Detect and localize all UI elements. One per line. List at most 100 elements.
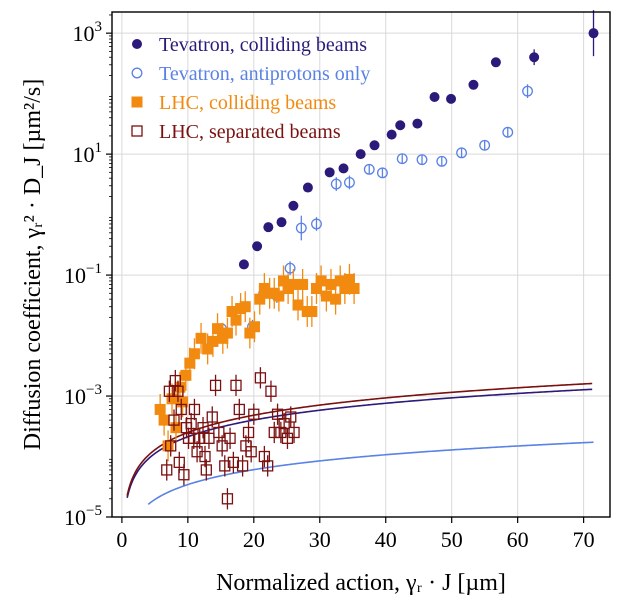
data-point bbox=[490, 57, 501, 68]
data-point bbox=[297, 278, 309, 290]
data-point bbox=[209, 379, 222, 392]
x-tick-label: 50 bbox=[441, 527, 463, 552]
data-point bbox=[200, 464, 212, 476]
data-point bbox=[325, 278, 337, 290]
legend-label: LHC, separated beams bbox=[159, 121, 341, 143]
data-point bbox=[343, 273, 355, 285]
data-point bbox=[588, 28, 599, 39]
data-point bbox=[330, 178, 342, 190]
data-point bbox=[131, 125, 143, 137]
data-point bbox=[456, 147, 468, 159]
data-point bbox=[416, 154, 428, 166]
data-point bbox=[221, 493, 234, 505]
data-point bbox=[273, 290, 285, 302]
data-point bbox=[162, 440, 174, 452]
data-point bbox=[263, 222, 274, 233]
data-point bbox=[315, 275, 327, 287]
data-point bbox=[236, 460, 249, 472]
data-point bbox=[292, 299, 304, 311]
model-curve bbox=[126, 388, 593, 498]
data-point bbox=[276, 217, 287, 228]
legend-label: LHC, colliding beams bbox=[159, 92, 336, 114]
data-point bbox=[197, 422, 209, 434]
data-point bbox=[302, 182, 313, 193]
data-point bbox=[268, 426, 280, 439]
series-filled-circle bbox=[238, 10, 599, 270]
x-tick-label: 60 bbox=[507, 527, 529, 552]
data-point bbox=[227, 456, 240, 469]
data-point bbox=[287, 278, 299, 290]
x-axis-label: Normalized action, γᵣ · J [µm] bbox=[216, 570, 506, 596]
data-point bbox=[324, 167, 335, 178]
data-point bbox=[221, 327, 233, 339]
data-point bbox=[396, 153, 408, 165]
legend-label: Tevatron, colliding beams bbox=[159, 34, 367, 56]
data-point bbox=[285, 411, 297, 423]
data-point bbox=[131, 96, 143, 108]
data-point bbox=[522, 85, 533, 97]
data-point bbox=[288, 426, 300, 439]
model-curve bbox=[126, 382, 593, 496]
data-point bbox=[175, 403, 187, 416]
data-point bbox=[131, 67, 143, 79]
data-point bbox=[166, 393, 178, 405]
data-point bbox=[233, 403, 245, 416]
data-point bbox=[245, 446, 257, 458]
data-point bbox=[254, 372, 267, 384]
data-point bbox=[262, 460, 274, 472]
data-point bbox=[363, 163, 375, 175]
data-point bbox=[206, 411, 218, 423]
model-curves bbox=[126, 382, 594, 505]
x-tick-label: 30 bbox=[309, 527, 331, 552]
data-point bbox=[265, 385, 277, 397]
data-point bbox=[174, 381, 186, 393]
data-point bbox=[224, 432, 236, 444]
data-point bbox=[239, 301, 251, 313]
data-point bbox=[244, 327, 256, 339]
data-point bbox=[212, 323, 224, 335]
data-point bbox=[310, 283, 322, 295]
data-point bbox=[230, 379, 242, 392]
data-point bbox=[202, 343, 214, 355]
y-tick-label: 101 bbox=[73, 140, 103, 167]
data-point bbox=[242, 426, 255, 439]
data-point bbox=[334, 275, 346, 287]
data-point bbox=[216, 440, 228, 452]
data-point bbox=[188, 348, 200, 360]
data-point bbox=[386, 129, 397, 140]
data-point bbox=[446, 93, 457, 104]
data-point bbox=[163, 385, 176, 397]
data-point bbox=[177, 396, 189, 408]
x-tick-label: 40 bbox=[375, 527, 397, 552]
data-point bbox=[248, 408, 260, 420]
data-point bbox=[158, 414, 170, 426]
data-point bbox=[277, 275, 289, 287]
y-tick-label: 103 bbox=[73, 19, 103, 46]
data-point bbox=[306, 305, 318, 317]
x-tick-label: 20 bbox=[243, 527, 265, 552]
data-point bbox=[199, 450, 211, 463]
legend: Tevatron, colliding beams Tevatron, antip… bbox=[131, 34, 370, 143]
data-point bbox=[376, 167, 388, 179]
data-point bbox=[248, 321, 260, 333]
data-point bbox=[168, 414, 180, 426]
data-point bbox=[165, 440, 177, 452]
data-point bbox=[338, 163, 349, 174]
data-point bbox=[213, 426, 225, 439]
axis-ticks: 0 10 20 30 40 50 60 70 10−5 10−3 10−1 101 103 bbox=[64, 14, 595, 552]
data-point bbox=[178, 469, 190, 481]
data-point bbox=[188, 432, 200, 444]
data-point bbox=[195, 332, 207, 344]
data-point bbox=[311, 218, 322, 230]
y-tick-label: 10−5 bbox=[64, 503, 102, 530]
grid-lines bbox=[112, 12, 610, 518]
data-point bbox=[502, 126, 514, 138]
data-point bbox=[170, 422, 182, 434]
data-point bbox=[339, 283, 351, 295]
data-point bbox=[173, 456, 185, 469]
series-filled-square bbox=[154, 263, 360, 462]
y-tick-label: 10−1 bbox=[64, 261, 102, 288]
data-point bbox=[172, 385, 184, 397]
data-point bbox=[188, 403, 201, 416]
